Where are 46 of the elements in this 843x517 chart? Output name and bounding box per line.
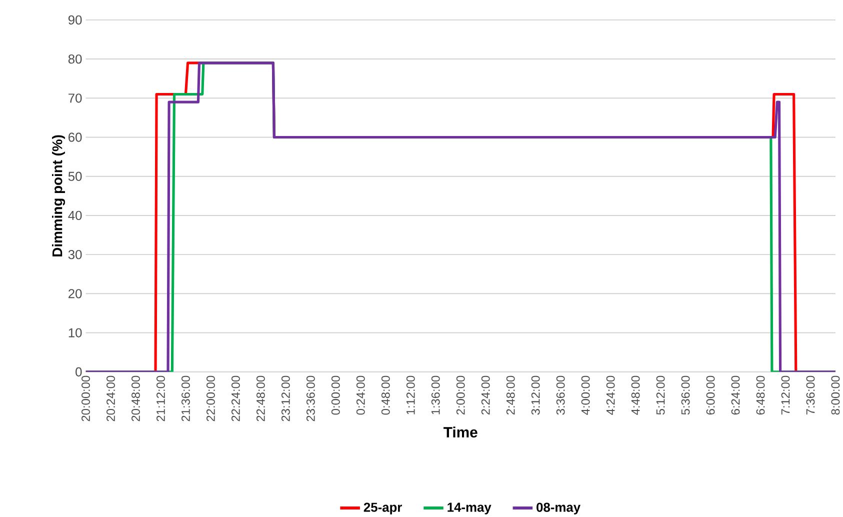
x-tick-label: 3:36:00 (556, 376, 565, 415)
x-tick-label: 4:00:00 (581, 376, 590, 415)
x-tick-label: 7:36:00 (806, 376, 815, 414)
legend-label: 14-may (448, 502, 492, 514)
x-tick-label: 1:36:00 (431, 376, 440, 414)
x-tick-label: 8:00:00 (831, 376, 840, 415)
x-axis-title: Time (444, 426, 478, 438)
x-tick-label: 3:12:00 (531, 376, 540, 415)
y-tick-label: 90 (68, 15, 82, 24)
x-tick-label: 22:48:00 (256, 376, 265, 422)
x-tick-label: 23:12:00 (281, 376, 290, 422)
x-tick-label: 6:00:00 (706, 376, 715, 414)
x-tick-label: 0:00:00 (331, 376, 340, 415)
x-tick-label: 20:48:00 (132, 376, 140, 422)
y-tick-label: 40 (68, 210, 82, 220)
x-tick-label: 4:24:00 (606, 376, 615, 415)
x-tick-label: 21:36:00 (181, 376, 190, 422)
x-tick-label: 1:12:00 (406, 376, 415, 414)
y-axis-title: Dimming point (%) (52, 135, 66, 256)
x-tick-label: 6:24:00 (731, 376, 740, 414)
x-tick-label: 2:00:00 (456, 376, 465, 414)
y-tick-label: 0 (76, 367, 82, 376)
x-tick-label: 0:48:00 (381, 376, 390, 415)
x-tick-label: 4:48:00 (631, 376, 640, 415)
y-tick-label: 80 (68, 54, 82, 64)
x-tick-label: 7:12:00 (781, 376, 790, 414)
x-tick-label: 5:12:00 (656, 376, 665, 415)
x-tick-label: 20:00:00 (82, 376, 90, 422)
x-tick-label: 0:24:00 (356, 376, 365, 415)
y-tick-label: 20 (68, 288, 82, 298)
y-tick-label: 30 (68, 250, 82, 260)
y-tick-label: 60 (68, 132, 82, 142)
x-tick-label: 22:24:00 (231, 376, 240, 422)
x-tick-label: 23:36:00 (306, 376, 315, 422)
y-tick-label: 70 (68, 93, 82, 103)
legend-label: 08-may (536, 502, 580, 514)
x-tick-label: 2:48:00 (506, 376, 515, 414)
x-tick-label: 22:00:00 (206, 376, 215, 422)
x-tick-label: 6:48:00 (756, 376, 765, 414)
x-tick-label: 2:24:00 (481, 376, 490, 414)
x-tick-label: 5:36:00 (681, 376, 690, 415)
legend-label: 25-apr (364, 502, 402, 514)
y-tick-label: 10 (68, 328, 82, 338)
y-tick-label: 50 (68, 172, 82, 181)
x-tick-label: 20:24:00 (106, 376, 115, 422)
x-tick-label: 21:12:00 (156, 376, 165, 422)
